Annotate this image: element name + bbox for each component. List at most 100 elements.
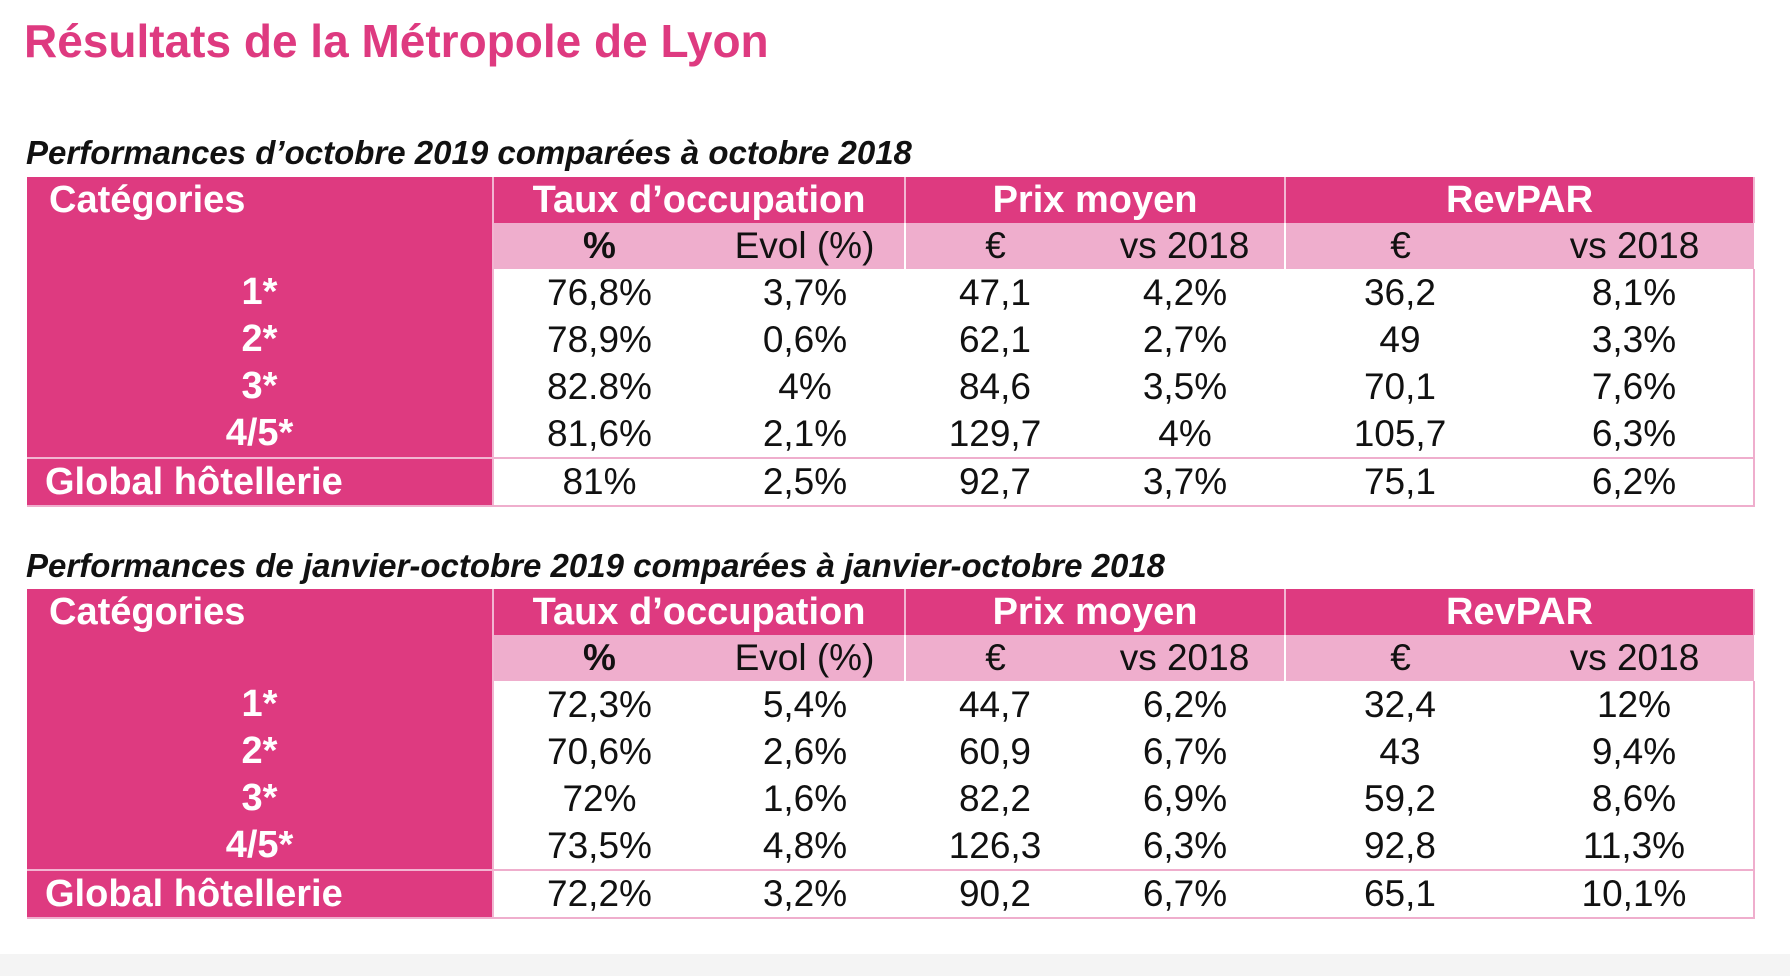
header-taux-occupation: Taux d’occupation xyxy=(493,589,906,635)
table-header-row: Catégories Taux d’occupation Prix moyen … xyxy=(27,589,1755,635)
cell-taux-pct: 73,5% xyxy=(493,822,705,871)
subheader-blank xyxy=(27,635,494,681)
cell-revpar-eur: 59,2 xyxy=(1285,775,1515,822)
cell-prix-eur: 62,1 xyxy=(905,316,1085,363)
row-category: 1* xyxy=(27,269,494,316)
table-row: 3* 82.8% 4% 84,6 3,5% 70,1 7,6% xyxy=(27,363,1755,410)
cell-revpar-vs: 6,3% xyxy=(1515,410,1755,459)
row-category: 4/5* xyxy=(27,822,494,871)
header-prix-moyen: Prix moyen xyxy=(905,589,1286,635)
cell-taux-pct: 78,9% xyxy=(493,316,705,363)
table-row: 3* 72% 1,6% 82,2 6,9% 59,2 8,6% xyxy=(27,775,1755,822)
cell-prix-vs: 6,9% xyxy=(1085,775,1285,822)
cell-revpar-eur: 70,1 xyxy=(1285,363,1515,410)
cell-prix-vs: 6,3% xyxy=(1085,822,1285,871)
table-row-global: Global hôtellerie 72,2% 3,2% 90,2 6,7% 6… xyxy=(27,869,1755,919)
table-row: 2* 70,6% 2,6% 60,9 6,7% 43 9,4% xyxy=(27,728,1755,775)
cell-taux-evol: 2,6% xyxy=(705,728,905,775)
cell-prix-vs: 4,2% xyxy=(1085,269,1285,316)
bottom-strip xyxy=(0,954,1790,976)
cell-prix-eur: 84,6 xyxy=(905,363,1085,410)
cell-revpar-eur: 75,1 xyxy=(1285,457,1515,507)
subheader-prix-vs: vs 2018 xyxy=(1085,635,1286,681)
subheader-revpar-vs: vs 2018 xyxy=(1515,635,1754,681)
cell-taux-evol: 3,7% xyxy=(705,269,905,316)
row-category: 3* xyxy=(27,775,494,822)
cell-revpar-eur: 32,4 xyxy=(1285,681,1515,728)
cell-revpar-eur: 105,7 xyxy=(1285,410,1515,459)
section-title-october: Performances d’octobre 2019 comparées à … xyxy=(26,134,912,171)
header-taux-occupation: Taux d’occupation xyxy=(493,177,906,223)
cell-prix-vs: 3,7% xyxy=(1085,457,1285,507)
header-revpar: RevPAR xyxy=(1285,177,1755,223)
subheader-prix-eur: € xyxy=(905,223,1085,269)
cell-taux-pct: 76,8% xyxy=(493,269,705,316)
subheader-blank xyxy=(27,223,494,269)
table-row: 2* 78,9% 0,6% 62,1 2,7% 49 3,3% xyxy=(27,316,1755,363)
table-row: 4/5* 81,6% 2,1% 129,7 4% 105,7 6,3% xyxy=(27,410,1755,459)
cell-revpar-vs: 9,4% xyxy=(1515,728,1755,775)
cell-taux-evol: 3,2% xyxy=(705,869,905,919)
table-row: 1* 72,3% 5,4% 44,7 6,2% 32,4 12% xyxy=(27,681,1755,728)
cell-prix-eur: 44,7 xyxy=(905,681,1085,728)
cell-revpar-eur: 92,8 xyxy=(1285,822,1515,871)
cell-revpar-vs: 6,2% xyxy=(1515,457,1755,507)
cell-revpar-vs: 11,3% xyxy=(1515,822,1755,871)
cell-prix-vs: 6,2% xyxy=(1085,681,1285,728)
table-row: 1* 76,8% 3,7% 47,1 4,2% 36,2 8,1% xyxy=(27,269,1755,316)
cell-prix-eur: 47,1 xyxy=(905,269,1085,316)
performance-table-october: Catégories Taux d’occupation Prix moyen … xyxy=(27,177,1755,507)
cell-revpar-eur: 43 xyxy=(1285,728,1515,775)
subheader-prix-eur: € xyxy=(905,635,1085,681)
cell-prix-eur: 129,7 xyxy=(905,410,1085,459)
table-row: 4/5* 73,5% 4,8% 126,3 6,3% 92,8 11,3% xyxy=(27,822,1755,871)
row-category: 2* xyxy=(27,728,494,775)
cell-revpar-eur: 36,2 xyxy=(1285,269,1515,316)
page-title: Résultats de la Métropole de Lyon xyxy=(24,15,769,67)
cell-prix-eur: 90,2 xyxy=(905,869,1085,919)
cell-taux-pct: 82.8% xyxy=(493,363,705,410)
cell-prix-eur: 60,9 xyxy=(905,728,1085,775)
row-category-global: Global hôtellerie xyxy=(27,457,494,507)
subheader-revpar-eur: € xyxy=(1285,223,1515,269)
cell-revpar-vs: 7,6% xyxy=(1515,363,1755,410)
cell-prix-vs: 6,7% xyxy=(1085,869,1285,919)
table-subheader-row: % Evol (%) € vs 2018 € vs 2018 xyxy=(27,223,1754,269)
cell-taux-evol: 2,1% xyxy=(705,410,905,459)
subheader-taux-evol: Evol (%) xyxy=(705,635,906,681)
header-revpar: RevPAR xyxy=(1285,589,1755,635)
subheader-prix-vs: vs 2018 xyxy=(1085,223,1286,269)
cell-taux-evol: 0,6% xyxy=(705,316,905,363)
subheader-revpar-vs: vs 2018 xyxy=(1515,223,1754,269)
cell-taux-pct: 81% xyxy=(493,457,705,507)
subheader-taux-evol: Evol (%) xyxy=(705,223,906,269)
cell-taux-evol: 2,5% xyxy=(705,457,905,507)
row-category: 1* xyxy=(27,681,494,728)
cell-taux-pct: 72,3% xyxy=(493,681,705,728)
cell-taux-pct: 72,2% xyxy=(493,869,705,919)
cell-prix-eur: 82,2 xyxy=(905,775,1085,822)
subheader-revpar-eur: € xyxy=(1285,635,1515,681)
header-prix-moyen: Prix moyen xyxy=(905,177,1286,223)
row-category: 4/5* xyxy=(27,410,494,459)
section-title-january-october: Performances de janvier-octobre 2019 com… xyxy=(26,547,1166,584)
cell-taux-evol: 4% xyxy=(705,363,905,410)
cell-taux-evol: 1,6% xyxy=(705,775,905,822)
cell-taux-pct: 72% xyxy=(493,775,705,822)
subheader-taux-pct: % xyxy=(493,635,705,681)
row-category-global: Global hôtellerie xyxy=(27,869,494,919)
cell-prix-eur: 92,7 xyxy=(905,457,1085,507)
table-subheader-row: % Evol (%) € vs 2018 € vs 2018 xyxy=(27,635,1754,681)
cell-revpar-vs: 12% xyxy=(1515,681,1755,728)
cell-revpar-eur: 65,1 xyxy=(1285,869,1515,919)
cell-prix-vs: 2,7% xyxy=(1085,316,1285,363)
cell-revpar-vs: 3,3% xyxy=(1515,316,1755,363)
row-category: 2* xyxy=(27,316,494,363)
header-categories: Catégories xyxy=(27,177,494,223)
cell-taux-pct: 81,6% xyxy=(493,410,705,459)
cell-prix-eur: 126,3 xyxy=(905,822,1085,871)
cell-taux-evol: 4,8% xyxy=(705,822,905,871)
cell-revpar-eur: 49 xyxy=(1285,316,1515,363)
cell-prix-vs: 4% xyxy=(1085,410,1285,459)
table-header-row: Catégories Taux d’occupation Prix moyen … xyxy=(27,177,1755,223)
